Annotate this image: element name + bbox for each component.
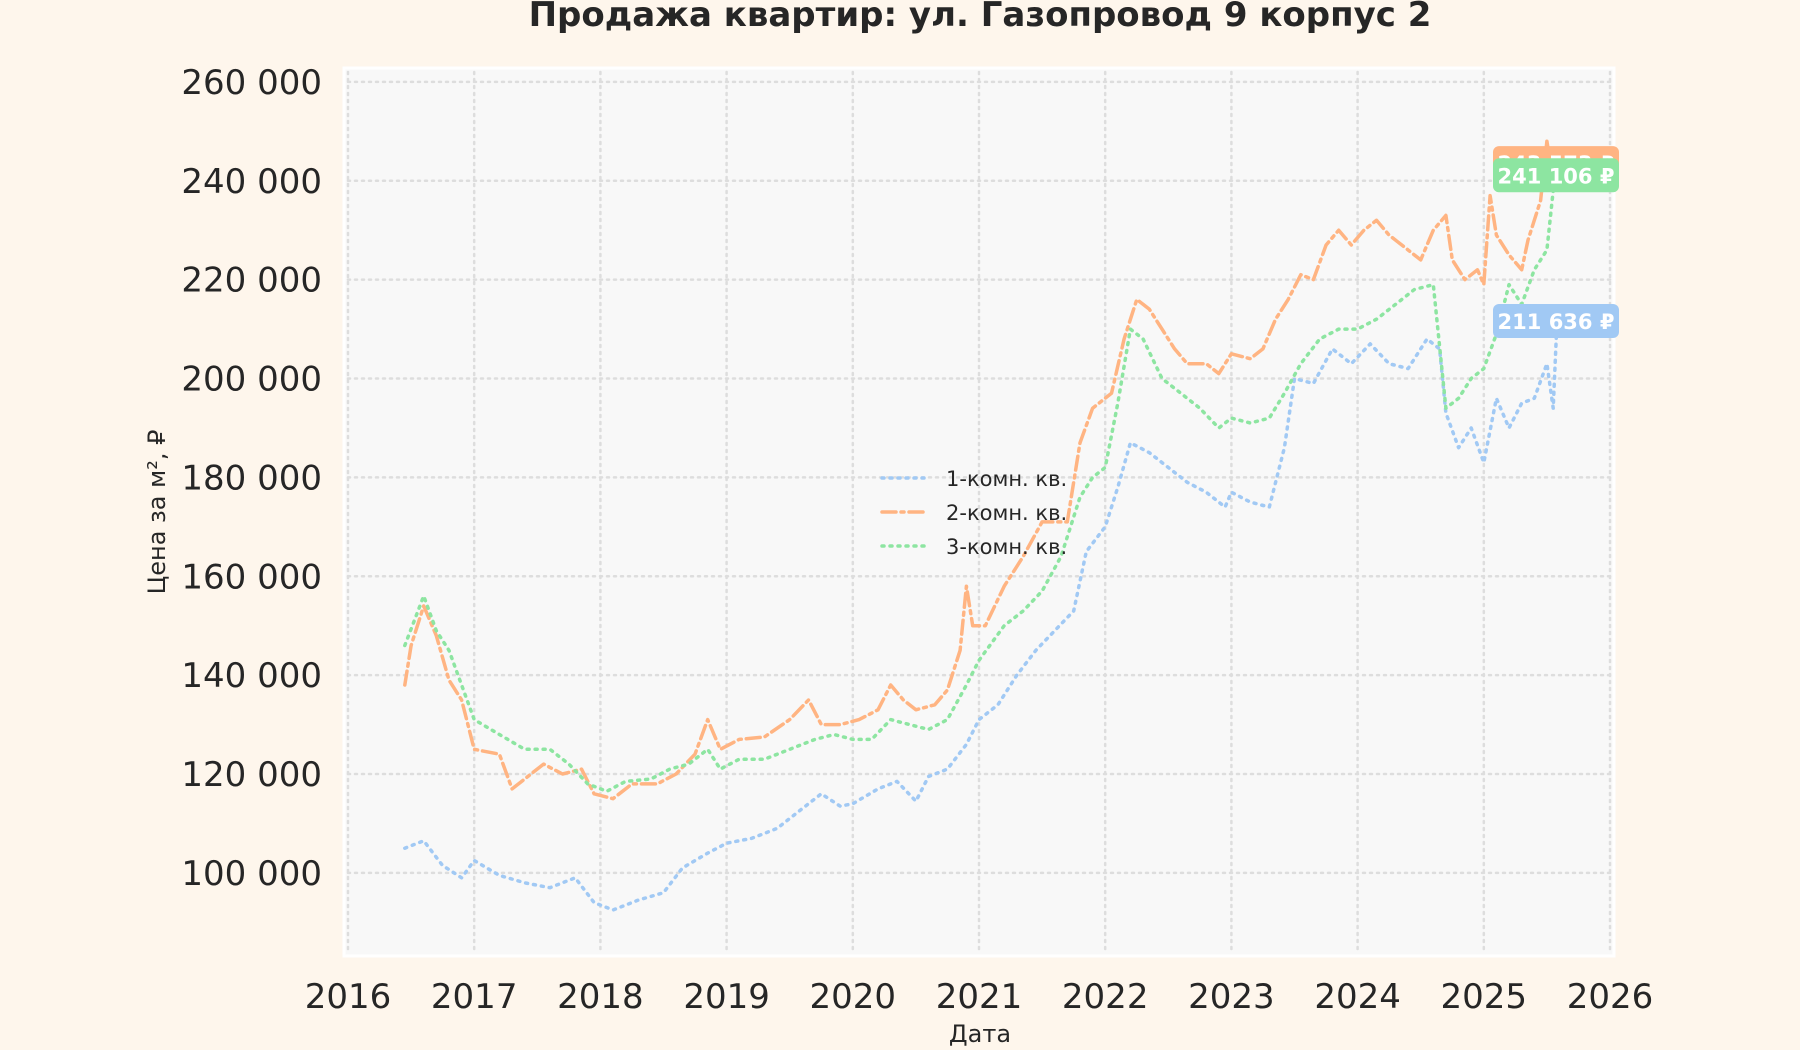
x-axis-label: Дата [949,1020,1011,1048]
y-tick-label: 200 000 [181,360,322,400]
series-line-2 [403,139,1559,801]
y-axis-label: Цена за м², ₽ [143,430,171,595]
x-tick-label: 2019 [683,977,770,1017]
y-tick-label: 160 000 [181,557,322,597]
x-tick-label: 2025 [1441,977,1528,1017]
x-tick-label: 2023 [1188,977,1275,1017]
y-tick-label: 260 000 [181,63,322,103]
grid-lines [346,70,1612,954]
y-tick-label: 100 000 [181,854,322,894]
x-tick-label: 2022 [1062,977,1149,1017]
series-lines [403,139,1559,912]
x-tick-label: 2024 [1314,977,1401,1017]
end-label-3: 241 106 ₽ [1493,158,1619,193]
x-tick-label: 2021 [936,977,1023,1017]
legend: 1-комн. кв. 2-комн. кв. 3-комн. кв. [880,467,1067,559]
series-line-3 [403,173,1559,794]
end-labels: 243 573 ₽211 636 ₽241 106 ₽ [1493,146,1619,338]
y-tick-label: 140 000 [181,656,322,696]
legend-label: 2-комн. кв. [946,501,1067,525]
y-tick-label: 180 000 [181,458,322,498]
x-tick-label: 2016 [305,977,392,1017]
end-label-text: 211 636 ₽ [1498,310,1615,334]
y-tick-label: 220 000 [181,261,322,301]
y-axis-ticks: 100 000 120 000 140 000 160 000 180 000 200 0… [181,63,322,894]
end-label-1: 211 636 ₽ [1493,303,1619,338]
y-tick-label: 240 000 [181,162,322,202]
x-tick-label: 2020 [810,977,897,1017]
x-axis-ticks: 2016 2017 2018 2019 2020 2021 2022 2023 2024 2025… [305,977,1654,1017]
y-tick-label: 120 000 [181,755,322,795]
x-tick-label: 2026 [1567,977,1654,1017]
end-label-text: 241 106 ₽ [1498,164,1615,188]
legend-label: 3-комн. кв. [946,535,1067,559]
end-label-bg [1493,303,1619,338]
x-tick-label: 2018 [557,977,644,1017]
end-label-bg [1493,158,1619,193]
chart-title: Продажа квартир: ул. Газопровод 9 корпус… [529,0,1432,35]
legend-label: 1-комн. кв. [946,467,1067,491]
series-line-1 [403,319,1559,912]
x-tick-label: 2017 [431,977,518,1017]
